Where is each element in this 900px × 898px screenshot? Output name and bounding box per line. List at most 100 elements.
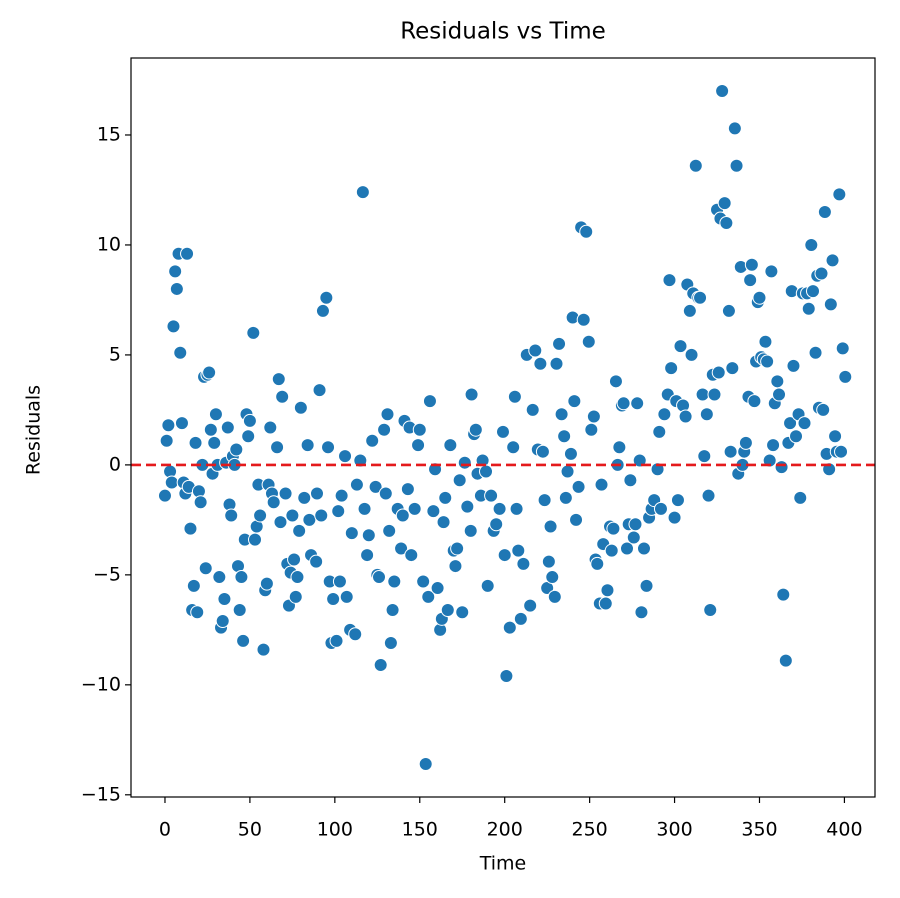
point [321, 440, 336, 455]
point [372, 570, 386, 585]
point [455, 605, 470, 620]
point [290, 570, 305, 585]
point [248, 532, 262, 547]
point [744, 257, 759, 272]
point [382, 523, 397, 538]
point [271, 372, 286, 387]
point [688, 158, 703, 173]
point [166, 319, 181, 334]
point [584, 422, 599, 437]
point [612, 440, 627, 455]
point [436, 515, 451, 530]
point [533, 356, 548, 371]
point [547, 589, 562, 604]
point [626, 530, 641, 545]
point [678, 409, 693, 424]
point [422, 394, 437, 409]
point [452, 473, 467, 488]
point [525, 402, 540, 417]
point [823, 297, 838, 312]
point [193, 495, 208, 510]
point [507, 389, 522, 404]
x-tick-label: 100 [317, 819, 353, 841]
point [693, 290, 708, 305]
point [355, 185, 370, 200]
point [411, 438, 426, 453]
x-axis-label: Time [479, 853, 527, 875]
point [440, 603, 455, 618]
point [159, 433, 174, 448]
point [634, 605, 649, 620]
point [695, 387, 710, 402]
point [511, 543, 526, 558]
point [797, 416, 812, 431]
point [460, 499, 475, 514]
point [743, 273, 758, 288]
point [297, 490, 312, 505]
point [776, 587, 791, 602]
point [513, 611, 528, 626]
point [212, 570, 227, 585]
point [450, 541, 465, 556]
point [778, 653, 793, 668]
point [168, 264, 183, 279]
point [557, 429, 572, 444]
point [828, 429, 843, 444]
point [300, 438, 315, 453]
point [310, 486, 324, 501]
point [275, 389, 290, 404]
point [229, 442, 244, 457]
point [173, 345, 188, 360]
point [224, 508, 239, 523]
point [657, 407, 672, 422]
point [834, 444, 849, 459]
point [623, 473, 638, 488]
point [421, 589, 436, 604]
point [721, 303, 736, 318]
point [832, 187, 847, 202]
point [594, 477, 609, 492]
point [157, 488, 172, 503]
x-tick-label: 200 [487, 819, 523, 841]
point [492, 501, 507, 516]
point [723, 444, 738, 459]
point [334, 488, 349, 503]
point [639, 578, 654, 593]
point [329, 633, 344, 648]
point [266, 495, 281, 510]
point [202, 365, 217, 380]
x-tick-label: 300 [656, 819, 692, 841]
point [569, 512, 584, 527]
point [516, 556, 531, 571]
point [380, 407, 395, 422]
point [416, 574, 431, 589]
point [256, 642, 271, 657]
point [234, 570, 249, 585]
point [664, 361, 679, 376]
point [563, 446, 578, 461]
x-tick-label: 0 [159, 819, 171, 841]
point [373, 658, 388, 673]
point [418, 757, 433, 772]
point [567, 394, 582, 409]
point [628, 517, 643, 532]
point [312, 383, 327, 398]
point [682, 303, 697, 318]
x-tick-label: 350 [741, 819, 777, 841]
point [699, 407, 714, 422]
point [528, 343, 543, 358]
point [789, 429, 804, 444]
point [285, 508, 300, 523]
point [764, 264, 779, 279]
point [217, 592, 232, 607]
point [236, 633, 251, 648]
point [259, 576, 274, 591]
point [523, 598, 538, 613]
y-tick-label: 5 [109, 343, 121, 365]
point [606, 521, 621, 536]
point [302, 512, 317, 527]
point [220, 420, 235, 435]
point [697, 449, 712, 464]
point [747, 394, 762, 409]
